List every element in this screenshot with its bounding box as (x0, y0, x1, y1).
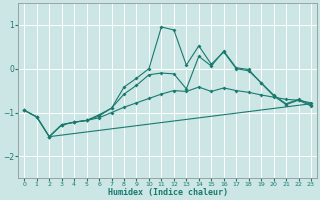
X-axis label: Humidex (Indice chaleur): Humidex (Indice chaleur) (108, 188, 228, 197)
